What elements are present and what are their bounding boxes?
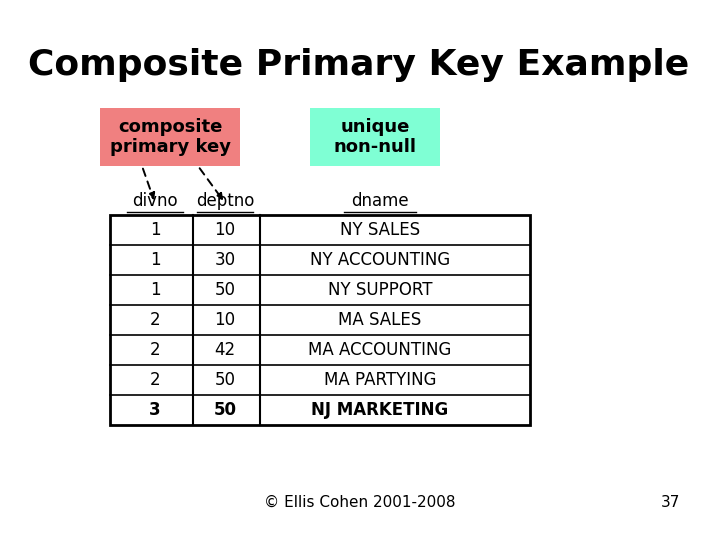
Text: 37: 37: [661, 495, 680, 510]
Text: 2: 2: [150, 371, 161, 389]
Text: NJ MARKETING: NJ MARKETING: [311, 401, 449, 419]
Text: MA SALES: MA SALES: [338, 311, 422, 329]
Text: © Ellis Cohen 2001-2008: © Ellis Cohen 2001-2008: [264, 495, 456, 510]
Text: composite
primary key: composite primary key: [109, 118, 230, 157]
Text: 3: 3: [149, 401, 161, 419]
Text: 50: 50: [214, 401, 236, 419]
Text: 1: 1: [150, 281, 161, 299]
Bar: [110, 215, 530, 425]
Text: unique
non-null: unique non-null: [333, 118, 416, 157]
Text: MA PARTYING: MA PARTYING: [324, 371, 436, 389]
Text: 2: 2: [150, 311, 161, 329]
Text: 1: 1: [150, 251, 161, 269]
Text: 30: 30: [215, 251, 235, 269]
Text: Composite Primary Key Example: Composite Primary Key Example: [28, 48, 689, 82]
FancyBboxPatch shape: [100, 108, 240, 166]
Text: NY SALES: NY SALES: [340, 221, 420, 239]
Text: 2: 2: [150, 341, 161, 359]
FancyBboxPatch shape: [310, 108, 440, 166]
Text: 50: 50: [215, 371, 235, 389]
Text: 50: 50: [215, 281, 235, 299]
Text: NY ACCOUNTING: NY ACCOUNTING: [310, 251, 450, 269]
Text: MA ACCOUNTING: MA ACCOUNTING: [308, 341, 451, 359]
Text: 10: 10: [215, 221, 235, 239]
Text: dname: dname: [351, 192, 409, 210]
Text: 42: 42: [215, 341, 235, 359]
Text: NY SUPPORT: NY SUPPORT: [328, 281, 432, 299]
Text: deptno: deptno: [196, 192, 254, 210]
Text: divno: divno: [132, 192, 178, 210]
Text: 1: 1: [150, 221, 161, 239]
Text: 10: 10: [215, 311, 235, 329]
